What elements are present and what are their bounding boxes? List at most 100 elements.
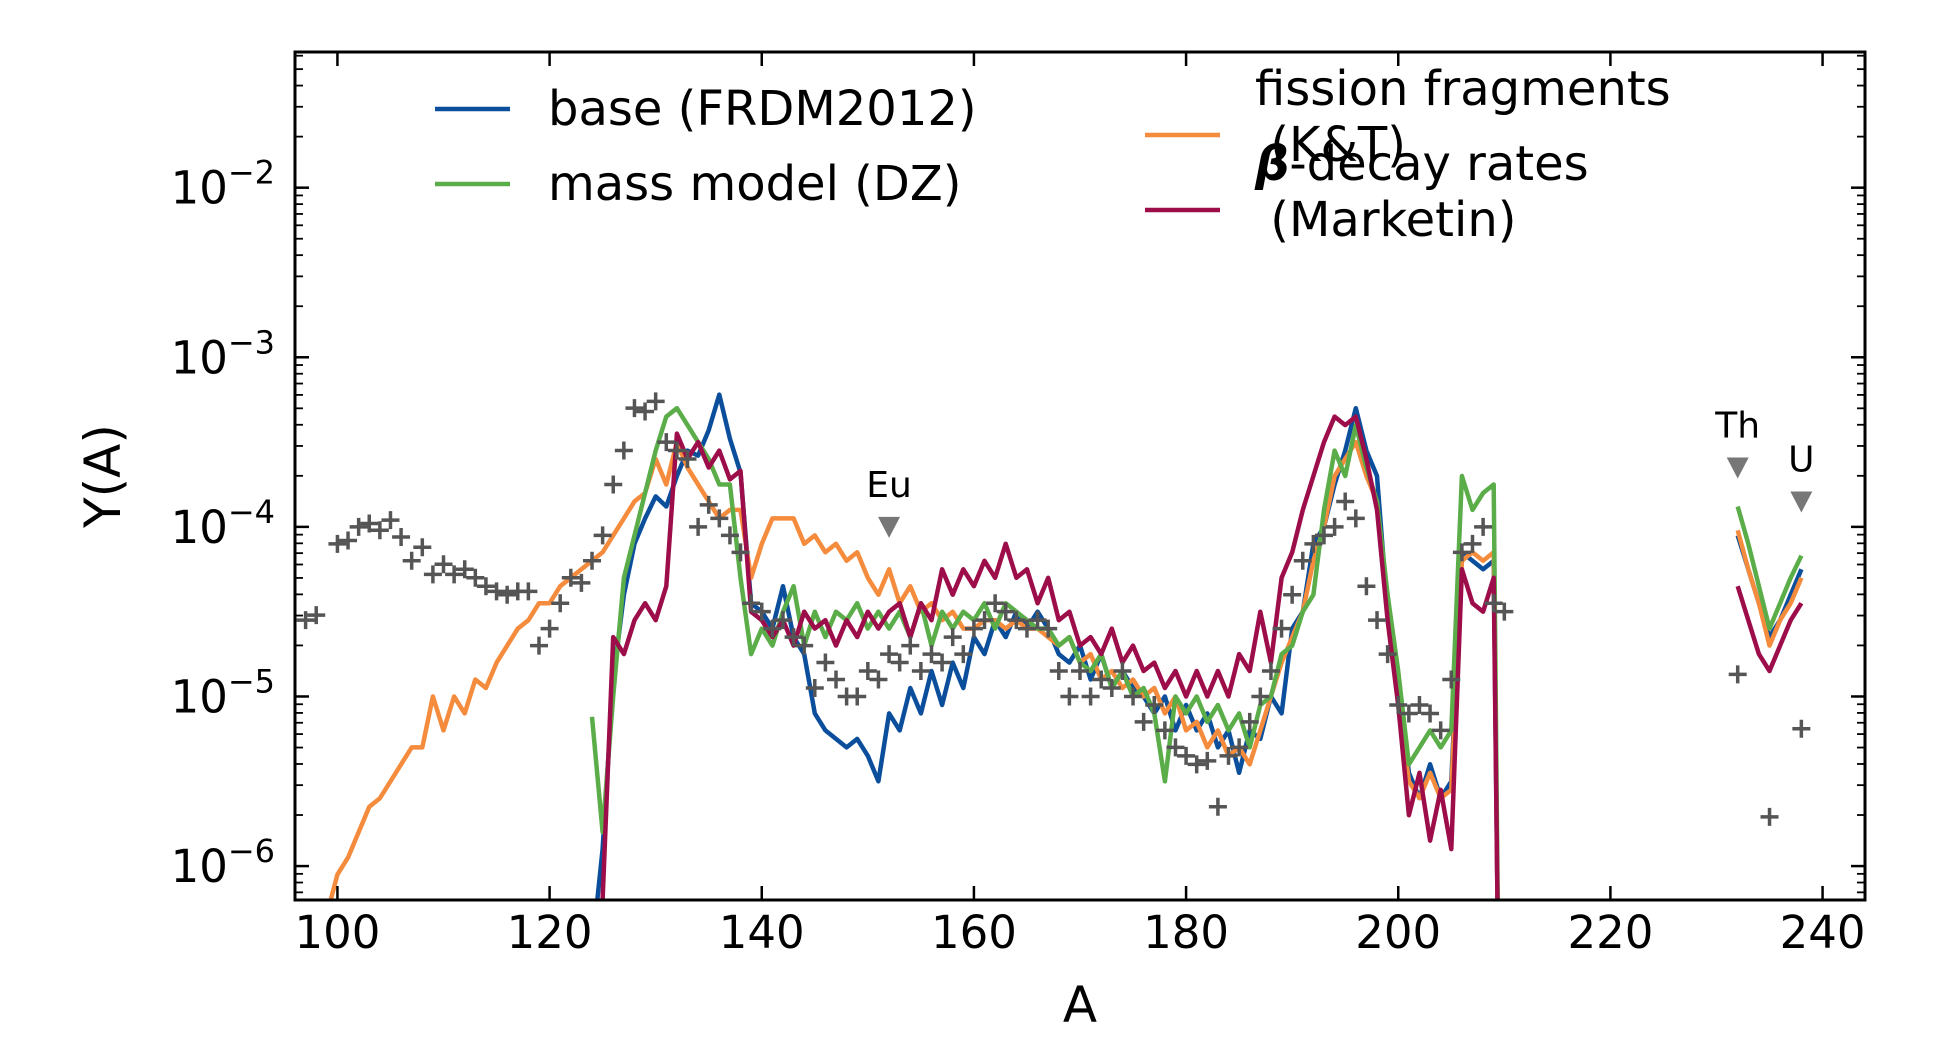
observed-point	[678, 450, 697, 469]
observed-point	[360, 514, 379, 533]
observed-point	[636, 402, 655, 421]
observed-point	[614, 441, 633, 460]
observed-point	[1145, 695, 1164, 714]
y-tick-label: 10−2	[171, 154, 275, 215]
observed-point	[1007, 611, 1026, 630]
observed-point	[296, 611, 315, 630]
observed-point	[763, 619, 782, 638]
x-tick-label: 180	[1143, 906, 1229, 959]
observed-point	[720, 526, 739, 545]
observed-point	[1431, 721, 1450, 740]
observed-point	[1325, 517, 1344, 536]
observed-point	[710, 509, 729, 528]
y-tick-label: 10−3	[171, 323, 275, 384]
observed-point	[381, 511, 400, 530]
observed-point	[1463, 534, 1482, 553]
observed-point	[1272, 619, 1291, 638]
series-line-fission-fragments-k-t-1	[328, 439, 1500, 900]
observed-point	[827, 670, 846, 689]
observed-point	[1792, 719, 1811, 738]
observed-point	[805, 679, 824, 697]
observed-point	[392, 528, 411, 547]
observed-point	[933, 653, 952, 672]
observed-point	[1484, 594, 1503, 613]
observed-point	[1378, 645, 1397, 664]
observed-point	[1728, 665, 1747, 684]
observed-point	[476, 577, 495, 596]
x-tick-label: 140	[719, 906, 805, 959]
observed-point	[1283, 585, 1302, 604]
series-line-decay-rates-marketin-1	[600, 414, 1500, 900]
observed-point	[1177, 746, 1196, 765]
marker-th-triangle	[1726, 457, 1749, 479]
observed-point	[975, 611, 994, 630]
series-line-fission-fragments-k-t-2	[1735, 529, 1804, 648]
marker-th-label: Th	[1714, 406, 1760, 447]
observed-point	[1092, 670, 1111, 689]
observed-point	[1760, 807, 1779, 826]
observed-point	[784, 628, 803, 647]
marker-u-label: U	[1788, 439, 1814, 480]
observed-point	[689, 517, 708, 536]
observed-point	[1442, 670, 1461, 689]
observed-point	[1134, 712, 1153, 731]
observed-point	[901, 636, 920, 655]
y-tick-label: 10−6	[171, 832, 275, 893]
observed-point	[1261, 662, 1280, 681]
observed-point	[1452, 543, 1471, 562]
observed-point	[1421, 704, 1440, 723]
observed-point	[561, 568, 580, 587]
observed-point	[1155, 721, 1174, 740]
observed-point	[1102, 679, 1121, 697]
observed-point	[529, 636, 548, 655]
y-axis: 10−6 10−5 10−4 10−3 10−2	[171, 54, 1865, 894]
y-tick-label: 10−4	[171, 493, 275, 554]
observed-point	[498, 585, 517, 604]
observed-point	[434, 555, 453, 574]
observed-point	[848, 687, 867, 706]
legend: base (FRDM2012) fission fragments (K&T) ma…	[435, 61, 1671, 248]
observed-point	[604, 475, 623, 494]
observed-point	[1293, 551, 1312, 570]
observed-point	[1399, 704, 1418, 723]
observed-point	[370, 521, 389, 540]
y-tick-label: 10−5	[171, 662, 275, 723]
observed-point	[1495, 602, 1514, 621]
annotation-layer: Eu Th U	[866, 406, 1815, 538]
x-tick-label: 100	[294, 906, 380, 959]
observed-point	[667, 441, 686, 460]
observed-point	[1017, 619, 1036, 638]
observed-point	[540, 619, 559, 638]
marker-eu-label: Eu	[866, 465, 912, 506]
x-axis-label: A	[1063, 976, 1097, 1034]
plot-frame	[293, 50, 1867, 902]
observed-point	[1166, 738, 1185, 757]
observed-point	[880, 645, 899, 664]
observed-point	[943, 628, 962, 647]
observed-point	[519, 582, 538, 601]
observed-points-layer	[296, 392, 1811, 826]
observed-point	[1049, 662, 1068, 681]
observed-point	[487, 582, 506, 601]
observed-point	[1219, 746, 1238, 765]
observed-point	[1346, 509, 1365, 528]
observed-point	[551, 594, 570, 613]
observed-point	[1113, 662, 1132, 681]
observed-point	[699, 495, 718, 514]
observed-point	[307, 606, 326, 625]
observed-point	[1060, 687, 1079, 706]
observed-point	[1314, 526, 1333, 545]
observed-point	[646, 392, 665, 411]
observed-point	[795, 636, 814, 655]
x-tick-label: 160	[931, 906, 1017, 959]
observed-point	[1410, 695, 1429, 714]
observed-point	[625, 399, 644, 418]
legend-label-mass-model-dz: mass model (DZ)	[548, 156, 961, 212]
observed-point	[1187, 755, 1206, 774]
observed-point	[1124, 687, 1143, 706]
observed-point	[657, 433, 676, 452]
observed-point	[455, 560, 474, 579]
observed-point	[1474, 517, 1493, 536]
observed-point	[572, 573, 591, 592]
observed-point	[1081, 687, 1100, 706]
